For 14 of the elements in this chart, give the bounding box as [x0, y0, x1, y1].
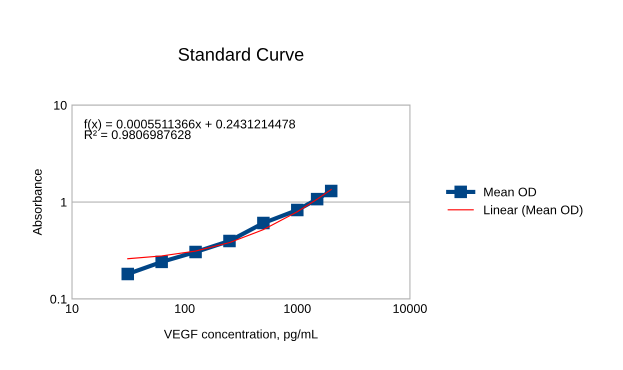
x-tick-label: 10	[66, 304, 78, 314]
y-tick-label: 1	[61, 198, 67, 207]
x-tick-label: 1000	[284, 304, 311, 314]
chart-title: Standard Curve	[178, 48, 304, 61]
legend-label: Mean OD	[484, 188, 536, 196]
x-tick-label: 10000	[394, 304, 427, 314]
y-axis-title: Absorbance	[32, 169, 42, 236]
x-axis-title: VEGF concentration, pg/mL	[164, 329, 318, 342]
y-tick-label: 0.1	[50, 294, 67, 304]
x-tick-label: 100	[175, 304, 195, 314]
annotation: f(x) = 0.0005511366x + 0.2431214478	[84, 119, 296, 131]
legend-label: Linear (Mean OD)	[484, 205, 582, 217]
annotation: R² = 0.9806987628	[84, 130, 191, 140]
y-tick-label: 10	[54, 100, 67, 110]
